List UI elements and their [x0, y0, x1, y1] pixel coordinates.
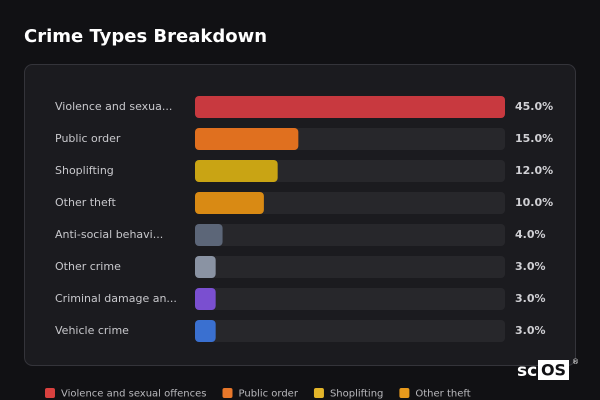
value-label: 3.0% — [515, 260, 546, 273]
legend-label: Public order — [239, 389, 299, 400]
legend-swatch — [222, 388, 233, 398]
legend-label: Violence and sexual offences — [61, 389, 207, 400]
watermark-mark: ® — [572, 358, 579, 366]
value-label: 3.0% — [515, 324, 546, 337]
bar-track — [195, 288, 505, 310]
legend-swatch — [399, 388, 410, 398]
value-label: 3.0% — [515, 292, 546, 305]
legend-label: Other theft — [415, 389, 470, 400]
legend-label: Shoplifting — [330, 389, 383, 400]
category-label: Public order — [55, 132, 121, 145]
category-label: Criminal damage an... — [55, 292, 177, 305]
bar — [195, 224, 223, 246]
watermark-prefix: sc — [517, 361, 537, 381]
watermark: sc OS ® — [517, 358, 579, 381]
chart-title: Crime Types Breakdown — [24, 26, 267, 47]
bar-track — [195, 256, 505, 278]
category-label: Other theft — [55, 196, 116, 209]
category-label: Shoplifting — [55, 164, 114, 177]
bar-track — [195, 224, 505, 246]
value-label: 12.0% — [515, 164, 553, 177]
bar — [195, 96, 505, 118]
category-label: Anti-social behavi... — [55, 228, 163, 241]
value-label: 4.0% — [515, 228, 546, 241]
value-label: 15.0% — [515, 132, 553, 145]
bar — [195, 288, 216, 310]
legend-swatch — [313, 388, 324, 398]
watermark-box — [538, 360, 569, 380]
legend-swatch — [45, 388, 55, 398]
bar — [195, 128, 299, 150]
watermark-boxed: OS — [541, 361, 566, 380]
category-label: Other crime — [55, 260, 121, 273]
bar — [195, 256, 216, 278]
bar-track — [195, 320, 505, 342]
bar — [195, 192, 264, 214]
bar — [195, 320, 216, 342]
bar — [195, 160, 278, 182]
category-label: Violence and sexua... — [55, 100, 172, 113]
value-label: 10.0% — [515, 196, 553, 209]
bar-track — [195, 192, 505, 214]
category-label: Vehicle crime — [55, 324, 129, 337]
value-label: 45.0% — [515, 100, 553, 113]
